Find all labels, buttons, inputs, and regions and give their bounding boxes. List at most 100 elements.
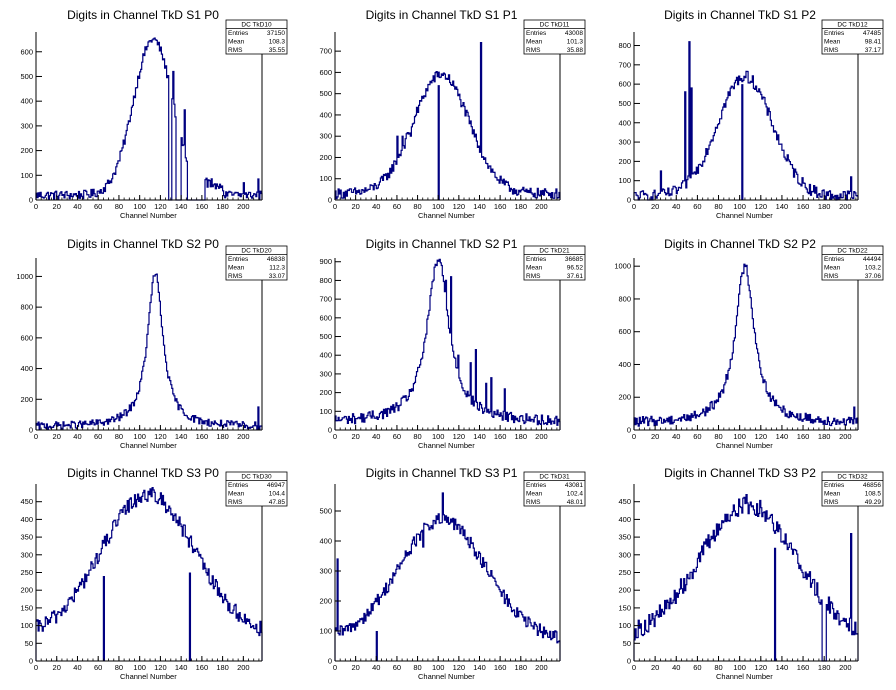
chart-title: Digits in Channel TkD S2 P2: [664, 237, 816, 251]
y-tick-label: 700: [618, 60, 631, 69]
x-tick-label: 180: [818, 202, 831, 211]
stats-box-frame: [821, 245, 884, 281]
y-tick-label: 300: [319, 132, 332, 141]
x-tick-label: 80: [115, 432, 123, 441]
y-tick-label: 800: [319, 276, 332, 285]
y-tick-label: 200: [618, 586, 631, 595]
stats-box-frame: [225, 471, 288, 507]
histogram-panel-S3P1: Digits in Channel TkD S3 P1 0 20 40 60 80 100 1…: [319, 466, 586, 681]
x-tick-label: 20: [53, 202, 61, 211]
chart-title: Digits in Channel TkD S1 P0: [67, 8, 219, 22]
y-tick-label: 400: [20, 515, 33, 524]
x-tick-label: 100: [133, 432, 146, 441]
y-tick-label: 250: [20, 568, 33, 577]
x-tick-label: 160: [196, 202, 209, 211]
stats-label-mean: Mean: [228, 39, 245, 46]
x-tick-label: 120: [453, 202, 466, 211]
stats-value-entries: 44494: [863, 256, 881, 263]
y-tick-label: 300: [319, 369, 332, 378]
x-tick-label: 200: [535, 432, 548, 441]
y-tick-label: 200: [20, 586, 33, 595]
stats-label-rms: RMS: [824, 47, 839, 54]
y-tick-label: 500: [319, 89, 332, 98]
y-tick-label: 100: [319, 174, 332, 183]
x-axis-label: Channel Number: [716, 672, 773, 681]
x-tick-label: 200: [237, 202, 250, 211]
stats-value-rms: 47.85: [269, 499, 286, 506]
x-tick-label: 20: [651, 202, 659, 211]
y-tick-label: 150: [20, 603, 33, 612]
x-tick-label: 0: [34, 663, 38, 672]
x-tick-label: 60: [94, 432, 102, 441]
x-tick-label: 60: [393, 202, 401, 211]
x-tick-label: 60: [393, 663, 401, 672]
y-tick-label: 500: [319, 332, 332, 341]
x-tick-label: 160: [797, 432, 810, 441]
x-tick-label: 160: [797, 202, 810, 211]
stats-label-entries: Entries: [526, 30, 547, 37]
y-tick-label: 400: [618, 118, 631, 127]
stats-label-entries: Entries: [228, 30, 249, 37]
y-tick-label: 200: [20, 146, 33, 155]
histogram-panel-S1P0: Digits in Channel TkD S1 P0 0 20 40 60 80 100 1…: [20, 8, 288, 220]
stats-label-rms: RMS: [228, 499, 243, 506]
x-tick-label: 180: [818, 432, 831, 441]
x-tick-label: 180: [216, 663, 229, 672]
x-tick-label: 40: [672, 663, 680, 672]
x-tick-label: 0: [632, 663, 636, 672]
x-tick-label: 160: [494, 663, 507, 672]
y-tick-label: 0: [627, 657, 631, 666]
y-tick-label: 800: [618, 41, 631, 50]
y-tick-label: 600: [319, 313, 332, 322]
y-tick-label: 350: [20, 533, 33, 542]
x-tick-label: 80: [115, 663, 123, 672]
x-tick-label: 200: [237, 432, 250, 441]
x-tick-label: 200: [237, 663, 250, 672]
histogram-line: [633, 494, 859, 662]
y-tick-label: 100: [20, 621, 33, 630]
x-tick-label: 140: [473, 432, 486, 441]
x-tick-label: 60: [94, 202, 102, 211]
y-tick-label: 400: [319, 110, 332, 119]
x-tick-label: 20: [651, 663, 659, 672]
y-tick-label: 500: [618, 99, 631, 108]
y-tick-label: 300: [618, 138, 631, 147]
x-tick-label: 40: [73, 663, 81, 672]
stats-label-mean: Mean: [824, 491, 841, 498]
x-tick-label: 200: [839, 202, 852, 211]
x-tick-label: 100: [133, 202, 146, 211]
x-tick-label: 0: [34, 202, 38, 211]
x-tick-label: 180: [515, 432, 528, 441]
x-tick-label: 40: [73, 432, 81, 441]
x-tick-label: 180: [216, 432, 229, 441]
x-tick-label: 180: [515, 663, 528, 672]
y-tick-label: 100: [319, 627, 332, 636]
x-tick-label: 180: [216, 202, 229, 211]
stats-label-entries: Entries: [228, 256, 249, 263]
stats-value-entries: 43008: [565, 30, 583, 37]
y-tick-label: 150: [618, 603, 631, 612]
x-tick-label: 180: [515, 202, 528, 211]
x-tick-label: 20: [53, 663, 61, 672]
histogram-line: [633, 41, 859, 201]
stats-value-entries: 46947: [267, 482, 285, 489]
x-tick-label: 200: [839, 432, 852, 441]
y-tick-label: 100: [319, 407, 332, 416]
y-tick-label: 300: [618, 550, 631, 559]
x-tick-label: 120: [154, 432, 167, 441]
x-tick-label: 20: [351, 432, 359, 441]
stats-label-rms: RMS: [228, 273, 243, 280]
x-tick-label: 120: [755, 663, 768, 672]
x-tick-label: 20: [351, 202, 359, 211]
y-tick-label: 300: [319, 567, 332, 576]
x-tick-label: 60: [693, 432, 701, 441]
y-tick-label: 0: [29, 426, 33, 435]
histogram-line: [334, 492, 561, 661]
histogram-panel-S3P2: Digits in Channel TkD S3 P2 0 20 40 60 80 100 1…: [618, 466, 884, 681]
y-tick-label: 400: [20, 364, 33, 373]
y-tick-label: 900: [319, 257, 332, 266]
x-axis-label: Channel Number: [120, 441, 177, 450]
x-tick-label: 160: [494, 432, 507, 441]
